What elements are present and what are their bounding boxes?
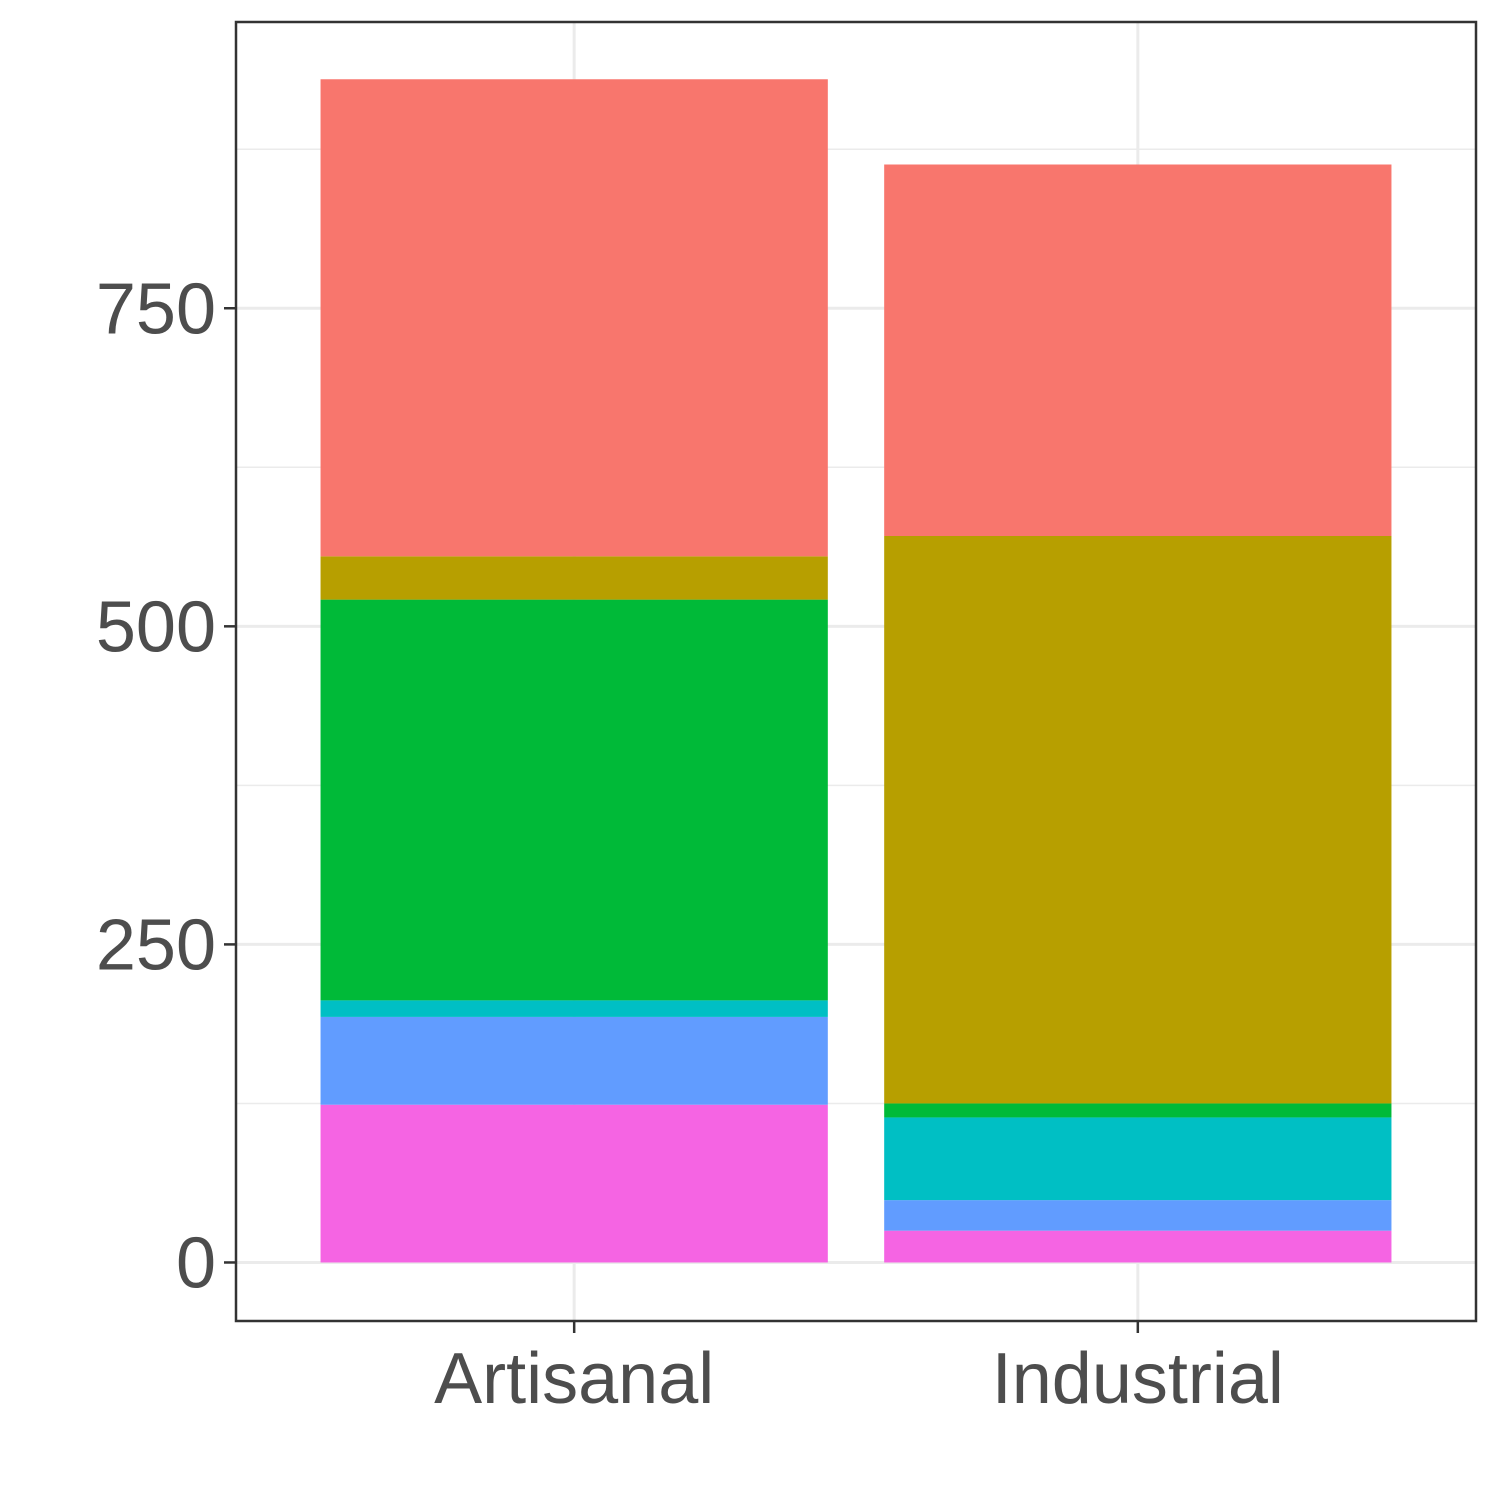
bar-segment (320, 1000, 828, 1017)
bar-segment (884, 1103, 1392, 1118)
y-tick-label: 0 (176, 1223, 216, 1303)
x-axis: Artisanal Industrial (434, 1321, 1284, 1419)
bar-segment (320, 599, 828, 1001)
bar-segment (320, 79, 828, 557)
x-tick-label: Artisanal (434, 1339, 714, 1419)
y-tick-label: 500 (96, 587, 216, 667)
plot-panel-border (234, 20, 1478, 1323)
x-tick-label: Industrial (992, 1339, 1284, 1419)
y-tick-label: 750 (96, 269, 216, 349)
bar-segment (884, 1117, 1392, 1201)
bar-segment (320, 1104, 828, 1263)
bar-segment (320, 556, 828, 600)
bar-segment (884, 536, 1392, 1104)
y-axis: 0 250 500 750 (96, 269, 236, 1303)
bar-segment (320, 1016, 828, 1105)
bar-segment (884, 1230, 1392, 1263)
y-tick-label: 250 (96, 905, 216, 985)
bar-segment (884, 164, 1392, 537)
bar-segment (884, 1200, 1392, 1231)
bars (320, 79, 1392, 1263)
